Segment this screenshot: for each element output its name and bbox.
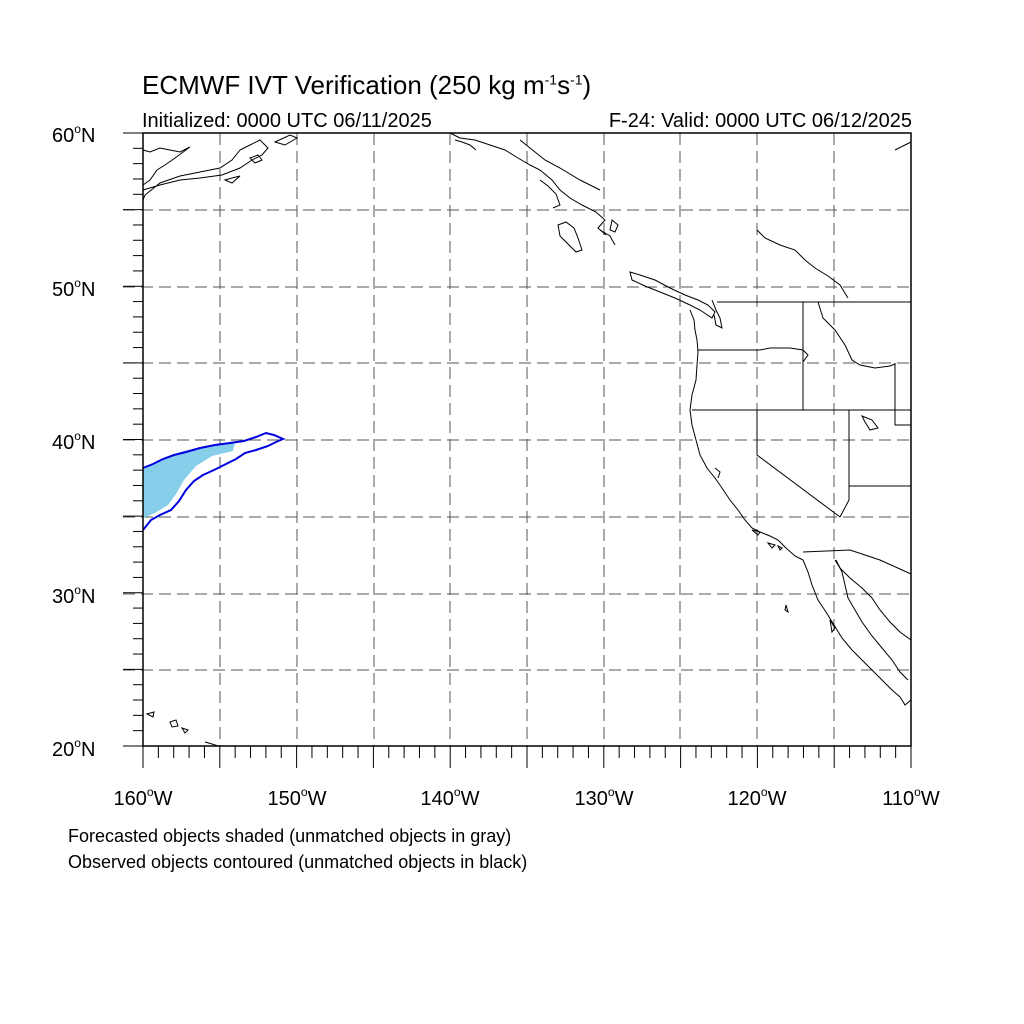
forecast-ivt-object [143,442,235,518]
y-tick-label-50n: 50oN [52,276,96,301]
x-tick-label-150w: 150oW [267,785,327,810]
x-tick-label-120w: 120oW [727,785,787,810]
coastlines [142,132,912,747]
x-tick-label-110w: 110oW [882,785,940,810]
axis-ticks [123,132,912,768]
footnote-forecast: Forecasted objects shaded (unmatched obj… [68,826,512,846]
y-tick-label-40n: 40oN [52,429,96,454]
y-tick-label-30n: 30oN [52,583,96,608]
y-tick-label-20n: 20oN [52,736,96,761]
valid-time-label: F-24: Valid: 0000 UTC 06/12/2025 [608,110,912,132]
observed-ivt-contour [142,431,286,531]
map-title: ECMWF IVT Verification (250 kg m-1s-1) [142,70,592,100]
map-gridlines [123,133,911,746]
init-time-label: Initialized: 0000 UTC 06/11/2025 [142,110,432,132]
x-tick-label-140w: 140oW [420,785,480,810]
footnote-observed: Observed objects contoured (unmatched ob… [68,852,528,872]
x-tick-label-130w: 130oW [574,785,634,810]
map-frame [142,132,912,747]
y-tick-label-60n: 60oN [52,122,96,147]
x-tick-label-160w: 160oW [113,785,173,810]
